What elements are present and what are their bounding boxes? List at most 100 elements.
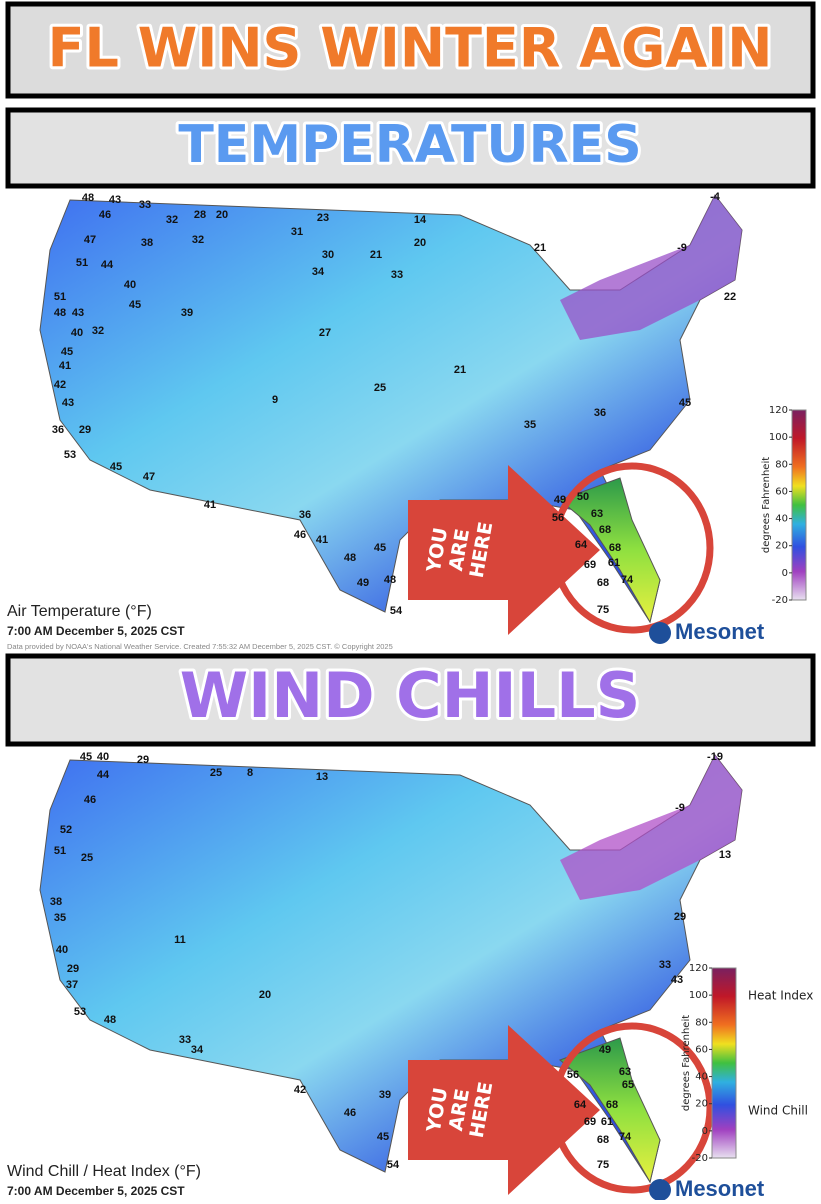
station-value: 14 — [414, 214, 427, 226]
station-value: 45 — [61, 346, 73, 358]
station-value: 53 — [74, 1006, 86, 1018]
station-value: 52 — [60, 824, 72, 836]
legend-tick-label: 40 — [695, 1072, 708, 1083]
legend-tick-label: 0 — [782, 568, 788, 579]
legend-tick-label: 60 — [695, 1044, 708, 1055]
station-value: 68 — [597, 577, 609, 589]
legend-bar — [791, 409, 807, 601]
logo-icon — [649, 1179, 671, 1201]
station-value: 39 — [181, 307, 193, 319]
logo: Mesonet — [675, 1176, 765, 1200]
section-heading: TEMPERATURES — [178, 115, 641, 175]
station-value: 43 — [109, 194, 121, 206]
station-value: 48 — [104, 1014, 116, 1026]
station-value: 46 — [99, 209, 111, 221]
station-value: 68 — [597, 1134, 609, 1146]
station-value: 54 — [390, 605, 403, 617]
station-value: 50 — [577, 491, 589, 503]
callout-arrow — [408, 465, 600, 635]
station-value: 48 — [384, 574, 396, 586]
station-value: 22 — [724, 291, 736, 303]
station-value: 61 — [601, 1116, 613, 1128]
station-value: 75 — [597, 1159, 609, 1171]
station-value: 20 — [259, 989, 271, 1001]
northeast-cold — [560, 195, 742, 340]
map-credit: Data provided by NOAA's National Weather… — [7, 642, 393, 651]
station-value: 68 — [599, 524, 611, 536]
station-value: 38 — [50, 896, 62, 908]
station-value: 41 — [204, 499, 216, 511]
station-value: 25 — [374, 382, 386, 394]
station-value: 25 — [210, 767, 222, 779]
station-value: 54 — [387, 1159, 400, 1171]
station-value: 20 — [414, 237, 426, 249]
station-value: 48 — [82, 192, 94, 204]
station-value: 45 — [110, 461, 122, 473]
map-title: Wind Chill / Heat Index (°F) — [7, 1163, 201, 1180]
station-value: 11 — [174, 934, 186, 946]
banner-title: FL WINS WINTER AGAIN — [48, 17, 773, 80]
station-value: 46 — [344, 1107, 356, 1119]
station-value: 37 — [66, 979, 78, 991]
station-value: 40 — [56, 944, 68, 956]
station-value: 64 — [575, 539, 588, 551]
station-value: 31 — [291, 226, 303, 238]
station-value: 53 — [64, 449, 76, 461]
station-value: -4 — [710, 191, 721, 203]
station-value: 38 — [141, 237, 153, 249]
legend-tick-label: -20 — [772, 595, 788, 606]
station-value: 36 — [299, 509, 311, 521]
logo-icon — [649, 622, 671, 644]
station-value: 49 — [554, 494, 566, 506]
station-value: 36 — [594, 407, 606, 419]
banner-box — [5, 1, 816, 99]
northeast-cold — [560, 755, 742, 900]
station-value: 51 — [76, 257, 88, 269]
station-value: 46 — [294, 529, 306, 541]
station-value: -19 — [707, 751, 723, 763]
station-value: 40 — [124, 279, 136, 291]
map-time: 7:00 AM December 5, 2025 CST — [7, 1184, 185, 1198]
station-value: 42 — [54, 379, 66, 391]
heading-box — [5, 107, 816, 189]
station-value: 8 — [247, 767, 253, 779]
station-value: 35 — [54, 912, 66, 924]
legend-tick-label: 80 — [695, 1017, 708, 1028]
station-value: 69 — [584, 1116, 596, 1128]
station-value: 49 — [599, 1044, 611, 1056]
station-value: 21 — [454, 364, 466, 376]
legend-tick-label: 40 — [775, 514, 788, 525]
station-value: 29 — [137, 754, 149, 766]
station-value: 30 — [322, 249, 334, 261]
legend-tick-label: 80 — [775, 459, 788, 470]
legend-tick-label: 0 — [702, 1126, 708, 1137]
station-value: 25 — [81, 852, 93, 864]
station-value: 47 — [143, 471, 155, 483]
station-value: 45 — [80, 751, 92, 763]
station-value: 49 — [357, 577, 369, 589]
station-value: 44 — [101, 259, 114, 271]
station-value: 45 — [129, 299, 141, 311]
map-title: Air Temperature (°F) — [7, 603, 152, 620]
station-value: 13 — [719, 849, 731, 861]
legend-tick-label: 60 — [775, 486, 788, 497]
station-value: 23 — [317, 212, 329, 224]
callout-arrow — [408, 1025, 600, 1195]
station-value: 44 — [97, 769, 110, 781]
station-value: 65 — [622, 1079, 634, 1091]
station-value: 27 — [319, 327, 331, 339]
station-value: 47 — [84, 234, 96, 246]
station-value: 48 — [344, 552, 356, 564]
heading-box — [5, 653, 816, 747]
logo: Mesonet — [675, 619, 765, 644]
station-value: 69 — [584, 559, 596, 571]
station-value: 56 — [552, 512, 564, 524]
station-value: 63 — [591, 508, 603, 520]
station-value: 45 — [374, 542, 386, 554]
legend-label: degrees Fahrenheit — [761, 457, 772, 553]
station-value: 43 — [62, 397, 74, 409]
station-value: 64 — [574, 1099, 587, 1111]
station-value: 33 — [179, 1034, 191, 1046]
